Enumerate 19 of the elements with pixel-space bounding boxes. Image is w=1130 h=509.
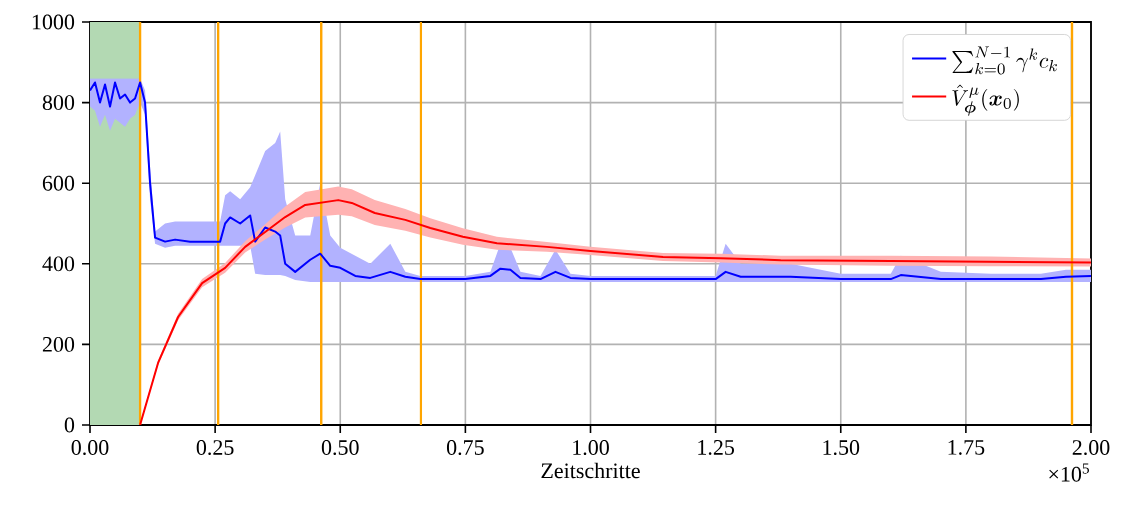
y-tick-label: 200 bbox=[42, 336, 75, 352]
text: ×10$^{5}$ bbox=[1049, 463, 1089, 482]
y-tick-label: 400 bbox=[42, 256, 75, 272]
x-tick-label: 1.50 bbox=[823, 440, 860, 456]
y-tick-label: 600 bbox=[42, 175, 75, 191]
x-tick-label: 1.75 bbox=[948, 440, 985, 455]
x-axis-title: Zeitschritte bbox=[541, 462, 640, 479]
y-tick-label: 0 bbox=[64, 417, 75, 433]
x-tick-label: 1.00 bbox=[573, 440, 609, 456]
legend-label: $\sum_{k=0}^{N-1} \gamma^k c_k$ bbox=[952, 46, 1057, 75]
x-tick-label: 0.00 bbox=[71, 440, 109, 456]
x-tick-label: 0.25 bbox=[196, 440, 234, 456]
x-tick-label: 2.00 bbox=[1072, 440, 1110, 456]
x-tick-label: 0.75 bbox=[446, 440, 484, 456]
y-tick-label: 1000 bbox=[32, 14, 75, 30]
legend-label: $\hat{V}^{\mu}_{\boldsymbol{\phi}}(\boldsymbol{x}_0)$ bbox=[952, 84, 1019, 116]
x-tick-label: 0.50 bbox=[321, 440, 359, 456]
x-tick-label: 1.25 bbox=[698, 440, 735, 455]
y-tick-label: 800 bbox=[42, 95, 75, 111]
